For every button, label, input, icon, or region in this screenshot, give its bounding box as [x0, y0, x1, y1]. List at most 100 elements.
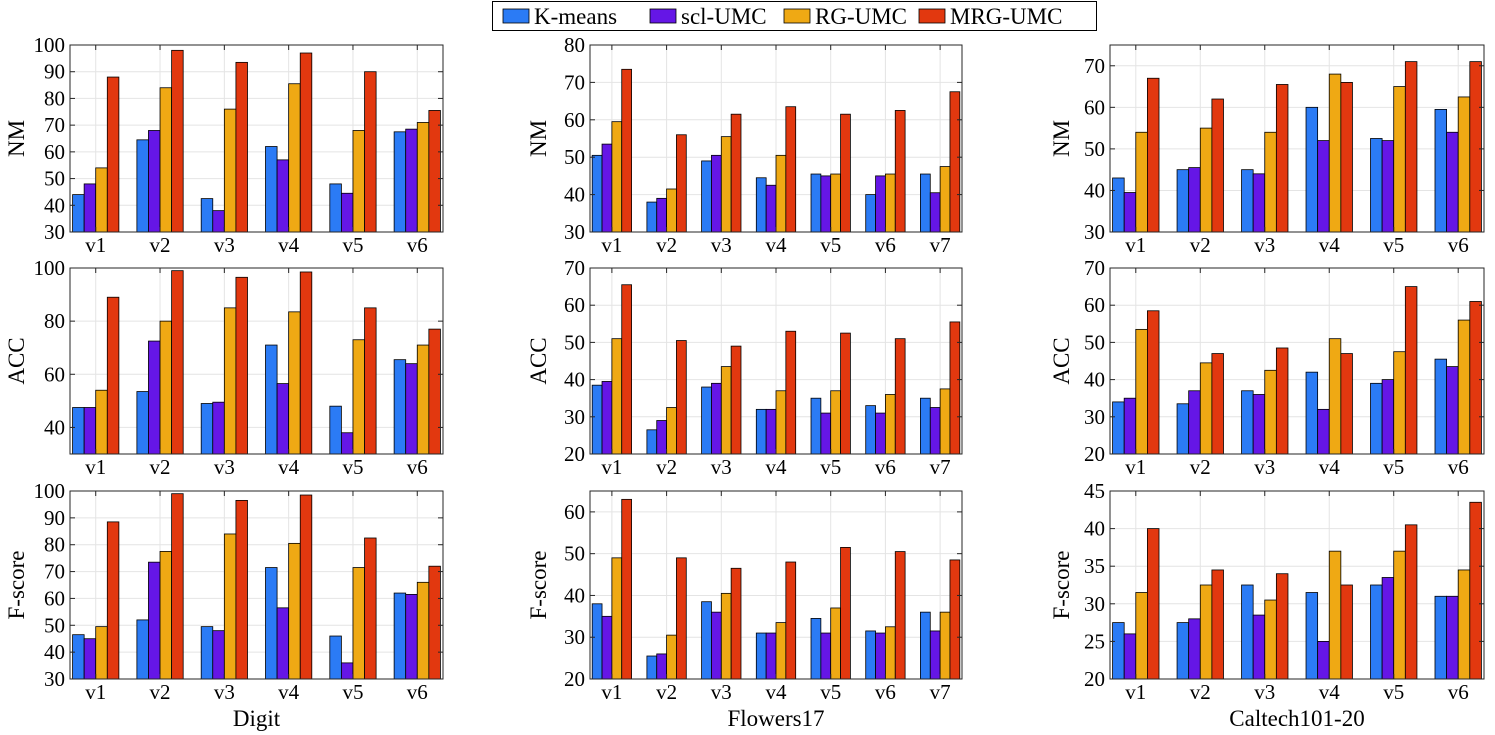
- x-tick-label-v4: v4: [278, 455, 300, 479]
- y-tick-label-80: 80: [44, 309, 65, 333]
- bar-flowers17-f-score-scl-umc-v2: [656, 653, 667, 680]
- y-axis-label: NM: [526, 120, 551, 157]
- bar-flowers17-nm-mrg-umc-v5: [840, 113, 851, 233]
- x-tick-label-v6: v6: [1448, 680, 1469, 704]
- bar-caltech101-20-nm-k-means-v4: [1305, 106, 1319, 233]
- x-tick-label-v6: v6: [407, 680, 428, 704]
- bar-caltech101-20-f-score-mrg-umc-v4: [1340, 584, 1353, 680]
- y-tick-label-60: 60: [44, 362, 65, 386]
- y-tick-label-30: 30: [564, 625, 585, 649]
- bar-caltech101-20-f-score-mrg-umc-v1: [1147, 528, 1160, 680]
- bar-digit-f-score-rg-umc-v5: [352, 567, 365, 680]
- x-tick-label-v5: v5: [342, 680, 363, 704]
- bar-flowers17-acc-rg-umc-v6: [885, 394, 896, 455]
- y-tick-label-70: 70: [1084, 54, 1105, 78]
- bar-flowers17-f-score-k-means-v3: [701, 601, 712, 680]
- x-tick-label-v4: v4: [1319, 233, 1341, 257]
- bar-flowers17-f-score-k-means-v4: [755, 632, 767, 680]
- panel-flowers17-nm: 30 40 50 60 70 80 v1 v2 v3 v4 v5 v6 v7 NM: [526, 33, 963, 257]
- bar-flowers17-f-score-mrg-umc-v2: [676, 557, 687, 680]
- bar-flowers17-acc-k-means-v3: [701, 386, 712, 455]
- bar-caltech101-20-acc-k-means-v2: [1176, 403, 1190, 455]
- y-tick-label-40: 40: [1084, 178, 1105, 202]
- bar-caltech101-20-nm-rg-umc-v2: [1199, 127, 1213, 233]
- bar-caltech101-20-nm-rg-umc-v5: [1393, 86, 1406, 233]
- bar-caltech101-20-f-score-scl-umc-v2: [1188, 618, 1201, 680]
- bar-digit-nm-mrg-umc-v4: [299, 52, 313, 233]
- y-axis-label: F-score: [4, 551, 29, 620]
- bar-flowers17-acc-scl-umc-v1: [601, 381, 613, 455]
- y-tick-label-90: 90: [44, 506, 65, 530]
- x-tick-label-v2: v2: [1190, 455, 1211, 479]
- bar-flowers17-acc-rg-umc-v3: [720, 366, 732, 455]
- bar-flowers17-acc-mrg-umc-v7: [949, 321, 961, 455]
- panel-flowers17-acc: 20 30 40 50 60 70 v1 v2 v3 v4 v5 v6 v7 ACC: [526, 256, 963, 479]
- x-tick-label-v1: v1: [601, 233, 622, 257]
- bar-digit-f-score-rg-umc-v2: [159, 551, 173, 680]
- bar-digit-f-score-scl-umc-v2: [148, 561, 161, 680]
- bar-flowers17-f-score-rg-umc-v3: [720, 592, 732, 680]
- y-tick-label-30: 30: [1084, 592, 1105, 616]
- bar-digit-nm-mrg-umc-v2: [171, 49, 184, 233]
- bar-caltech101-20-nm-rg-umc-v1: [1135, 131, 1148, 233]
- x-tick-label-v4: v4: [278, 680, 300, 704]
- x-tick-label-v3: v3: [214, 233, 235, 257]
- y-tick-label-60: 60: [1084, 95, 1105, 119]
- bar-caltech101-20-nm-mrg-umc-v1: [1147, 77, 1160, 233]
- bar-flowers17-nm-mrg-umc-v7: [949, 91, 961, 233]
- bar-digit-f-score-mrg-umc-v4: [299, 494, 313, 680]
- x-tick-label-v6: v6: [407, 233, 428, 257]
- bar-flowers17-nm-scl-umc-v3: [711, 154, 722, 233]
- bar-flowers17-nm-rg-umc-v5: [830, 173, 841, 233]
- x-tick-label-v3: v3: [1254, 233, 1275, 257]
- bar-digit-nm-k-means-v3: [200, 198, 214, 233]
- bar-digit-acc-k-means-v6: [393, 359, 407, 455]
- bar-digit-nm-scl-umc-v4: [276, 159, 290, 233]
- bar-caltech101-20-acc-rg-umc-v3: [1264, 369, 1277, 455]
- bar-caltech101-20-acc-scl-umc-v6: [1446, 366, 1459, 455]
- x-tick-label-v5: v5: [342, 233, 363, 257]
- bar-caltech101-20-f-score-scl-umc-v1: [1123, 633, 1137, 680]
- y-tick-label-70: 70: [1084, 256, 1105, 280]
- bar-flowers17-nm-rg-umc-v6: [885, 173, 896, 233]
- bar-caltech101-20-f-score-mrg-umc-v3: [1275, 573, 1289, 680]
- panel-digit-acc: 40 60 80 100 v1 v2 v3 v4 v5 v6 ACC: [4, 256, 444, 479]
- bar-digit-f-score-scl-umc-v5: [340, 662, 354, 680]
- y-tick-label-100: 100: [34, 479, 66, 503]
- x-tick-label-v6: v6: [875, 233, 896, 257]
- x-tick-label-v5: v5: [342, 455, 363, 479]
- x-tick-label-v1: v1: [85, 680, 106, 704]
- legend: K-means scl-UMC RG-UMC MRG-UMC: [492, 1, 1097, 31]
- bar-digit-acc-rg-umc-v4: [288, 311, 301, 455]
- bar-caltech101-20-acc-rg-umc-v2: [1199, 362, 1213, 455]
- bar-caltech101-20-acc-k-means-v4: [1305, 371, 1319, 455]
- bar-caltech101-20-nm-mrg-umc-v6: [1469, 61, 1482, 233]
- bar-caltech101-20-f-score-rg-umc-v5: [1393, 550, 1406, 680]
- bar-flowers17-acc-k-means-v7: [920, 397, 931, 455]
- y-axis-label: F-score: [526, 551, 551, 620]
- bar-caltech101-20-f-score-k-means-v4: [1305, 592, 1319, 680]
- x-tick-label-v2: v2: [1190, 233, 1211, 257]
- x-tick-label-v6: v6: [407, 455, 428, 479]
- x-tick-label-v5: v5: [820, 455, 841, 479]
- bar-caltech101-20-nm-mrg-umc-v3: [1275, 84, 1289, 233]
- x-tick-label-v1: v1: [1125, 680, 1146, 704]
- y-tick-label-50: 50: [564, 542, 585, 566]
- y-tick-label-60: 60: [1084, 293, 1105, 317]
- y-tick-label-40: 40: [1084, 517, 1105, 541]
- bar-caltech101-20-acc-scl-umc-v1: [1123, 397, 1137, 455]
- y-tick-label-30: 30: [44, 667, 65, 691]
- bar-digit-nm-rg-umc-v4: [288, 83, 301, 233]
- bar-digit-nm-k-means-v2: [136, 139, 149, 233]
- x-tick-label-v5: v5: [1383, 233, 1404, 257]
- x-tick-label-v1: v1: [85, 233, 106, 257]
- bar-digit-nm-rg-umc-v2: [159, 87, 173, 233]
- bar-digit-f-score-k-means-v2: [136, 619, 149, 680]
- bar-flowers17-nm-k-means-v4: [755, 177, 767, 233]
- bar-flowers17-acc-scl-umc-v6: [875, 412, 886, 455]
- bar-digit-nm-mrg-umc-v6: [428, 110, 441, 233]
- bar-caltech101-20-nm-k-means-v3: [1241, 169, 1254, 233]
- bar-flowers17-acc-scl-umc-v2: [656, 420, 667, 455]
- bar-caltech101-20-acc-mrg-umc-v2: [1211, 353, 1224, 455]
- y-tick-label-40: 40: [564, 183, 585, 207]
